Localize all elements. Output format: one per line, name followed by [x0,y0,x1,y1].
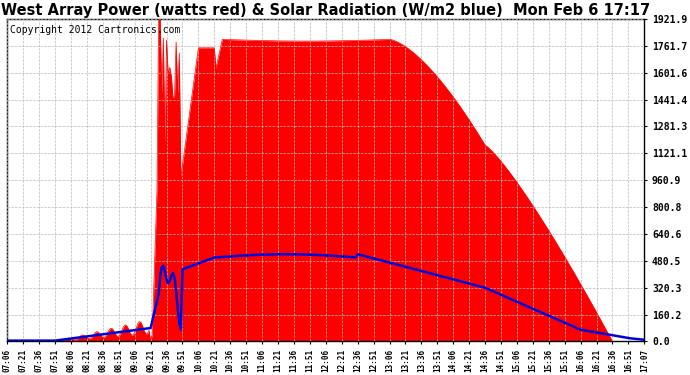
Title: West Array Power (watts red) & Solar Radiation (W/m2 blue)  Mon Feb 6 17:17: West Array Power (watts red) & Solar Rad… [1,3,651,18]
Text: Copyright 2012 Cartronics.com: Copyright 2012 Cartronics.com [10,26,181,35]
